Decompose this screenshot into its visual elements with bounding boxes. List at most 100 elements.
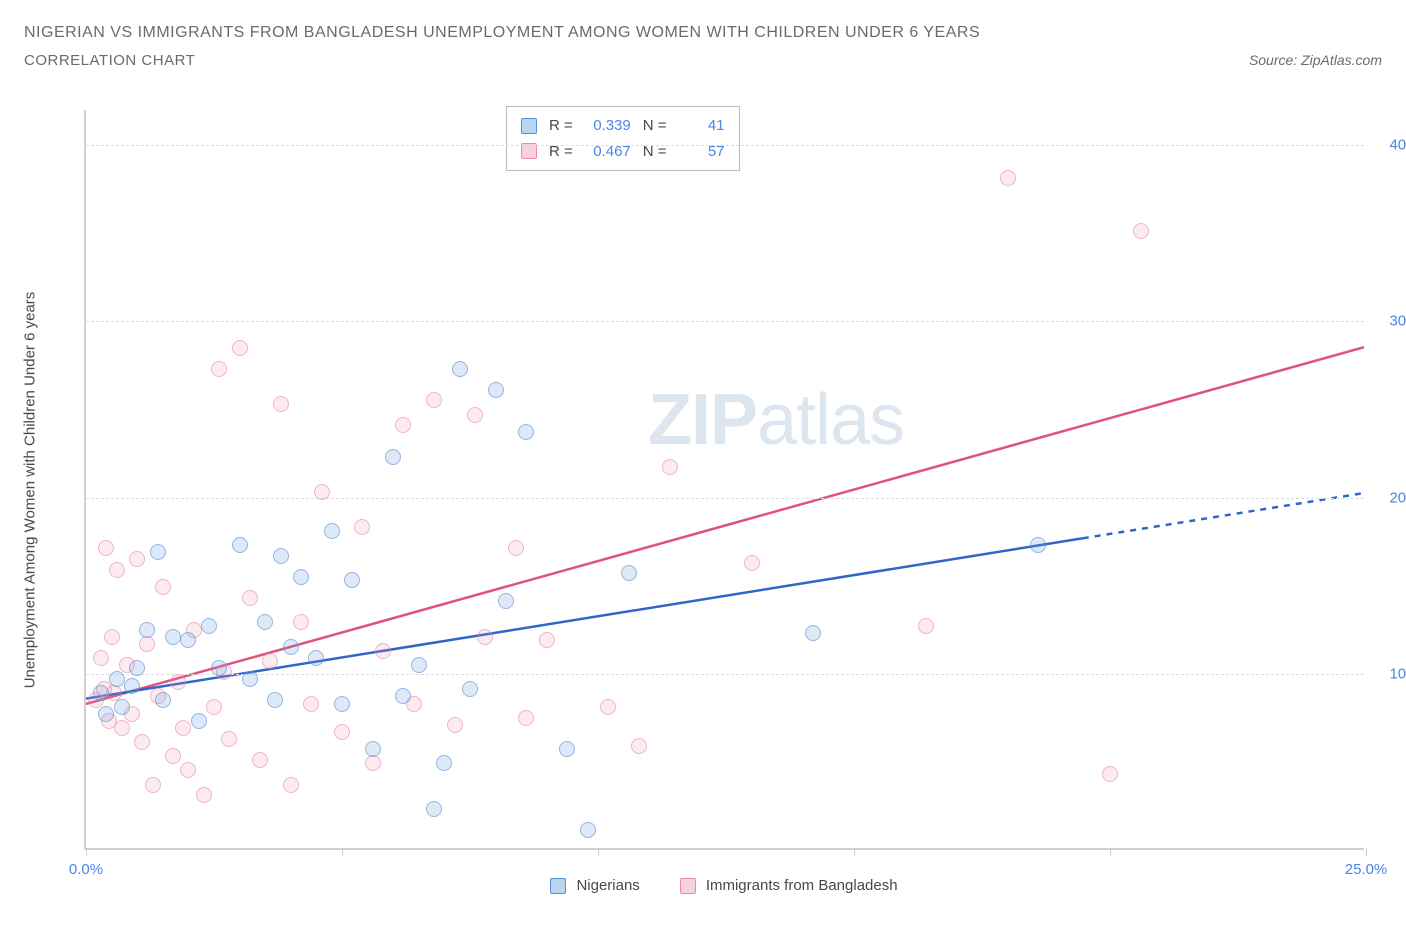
data-point-pink <box>334 724 350 740</box>
data-point-blue <box>411 657 427 673</box>
stat-box: R = 0.339 N = 41 R = 0.467 N = 57 <box>506 106 740 171</box>
legend-item-nigerians: Nigerians <box>550 877 639 894</box>
n-label: N = <box>643 139 667 165</box>
data-point-blue <box>621 565 637 581</box>
data-point-pink <box>134 734 150 750</box>
data-point-blue <box>139 622 155 638</box>
data-point-blue <box>426 801 442 817</box>
data-point-blue <box>283 639 299 655</box>
data-point-pink <box>273 396 289 412</box>
data-point-pink <box>98 540 114 556</box>
data-point-blue <box>365 741 381 757</box>
chart-title: NIGERIAN VS IMMIGRANTS FROM BANGLADESH U… <box>24 20 1382 46</box>
gridline <box>86 321 1364 322</box>
data-point-pink <box>293 614 309 630</box>
data-point-blue <box>180 632 196 648</box>
n-value-blue: 41 <box>679 113 725 139</box>
swatch-blue-icon <box>550 878 566 894</box>
plot-area: ZIPatlas R = 0.339 N = 41 R = 0.467 N = … <box>84 110 1364 850</box>
data-point-blue <box>580 822 596 838</box>
data-point-blue <box>211 660 227 676</box>
data-point-blue <box>93 685 109 701</box>
data-point-pink <box>93 650 109 666</box>
swatch-blue-icon <box>521 118 537 134</box>
data-point-blue <box>488 382 504 398</box>
y-tick-label: 30.0% <box>1389 313 1406 330</box>
data-point-pink <box>395 417 411 433</box>
y-axis-label: Unemployment Among Women with Children U… <box>22 292 39 689</box>
data-point-blue <box>98 706 114 722</box>
data-point-blue <box>114 699 130 715</box>
data-point-pink <box>365 755 381 771</box>
data-point-pink <box>221 731 237 747</box>
data-point-pink <box>662 459 678 475</box>
data-point-pink <box>104 629 120 645</box>
data-point-blue <box>155 692 171 708</box>
data-point-pink <box>303 696 319 712</box>
data-point-blue <box>232 537 248 553</box>
data-point-blue <box>165 629 181 645</box>
data-point-pink <box>262 653 278 669</box>
data-point-pink <box>196 787 212 803</box>
legend-label-nigerians: Nigerians <box>576 877 639 894</box>
data-point-blue <box>257 614 273 630</box>
data-point-pink <box>283 777 299 793</box>
n-label: N = <box>643 113 667 139</box>
data-point-blue <box>308 650 324 666</box>
n-value-pink: 57 <box>679 139 725 165</box>
data-point-blue <box>395 688 411 704</box>
r-label: R = <box>549 139 573 165</box>
data-point-pink <box>114 720 130 736</box>
data-point-pink <box>1000 170 1016 186</box>
data-point-blue <box>293 569 309 585</box>
data-point-blue <box>498 593 514 609</box>
data-point-blue <box>124 678 140 694</box>
data-point-pink <box>744 555 760 571</box>
data-point-blue <box>334 696 350 712</box>
data-point-pink <box>314 484 330 500</box>
data-point-blue <box>201 618 217 634</box>
data-point-pink <box>539 632 555 648</box>
r-value-pink: 0.467 <box>585 139 631 165</box>
data-point-pink <box>211 361 227 377</box>
data-point-blue <box>267 692 283 708</box>
x-tick <box>342 848 343 856</box>
data-point-pink <box>477 629 493 645</box>
data-point-pink <box>242 590 258 606</box>
data-point-pink <box>508 540 524 556</box>
data-point-blue <box>805 625 821 641</box>
x-tick <box>86 848 87 856</box>
r-value-blue: 0.339 <box>585 113 631 139</box>
data-point-pink <box>1133 223 1149 239</box>
subtitle-row: CORRELATION CHART Source: ZipAtlas.com <box>24 52 1382 69</box>
data-point-pink <box>447 717 463 733</box>
data-point-pink <box>155 579 171 595</box>
data-point-blue <box>324 523 340 539</box>
stat-row-pink: R = 0.467 N = 57 <box>521 139 725 165</box>
data-point-blue <box>385 449 401 465</box>
data-point-pink <box>165 748 181 764</box>
chart-subtitle: CORRELATION CHART <box>24 52 195 69</box>
legend-item-bangladesh: Immigrants from Bangladesh <box>680 877 898 894</box>
data-point-pink <box>631 738 647 754</box>
data-point-blue <box>129 660 145 676</box>
data-point-blue <box>150 544 166 560</box>
data-point-blue <box>436 755 452 771</box>
data-point-pink <box>375 643 391 659</box>
data-point-pink <box>426 392 442 408</box>
data-point-pink <box>170 674 186 690</box>
legend-label-bangladesh: Immigrants from Bangladesh <box>706 877 898 894</box>
data-point-blue <box>191 713 207 729</box>
x-tick <box>598 848 599 856</box>
chart-area: Unemployment Among Women with Children U… <box>40 110 1380 870</box>
data-point-pink <box>145 777 161 793</box>
y-tick-label: 40.0% <box>1389 137 1406 154</box>
data-point-blue <box>559 741 575 757</box>
data-point-pink <box>354 519 370 535</box>
data-point-blue <box>242 671 258 687</box>
data-point-pink <box>1102 766 1118 782</box>
watermark-bold: ZIP <box>648 380 757 460</box>
gridline <box>86 498 1364 499</box>
data-point-blue <box>518 424 534 440</box>
x-tick-label: 0.0% <box>69 861 103 878</box>
